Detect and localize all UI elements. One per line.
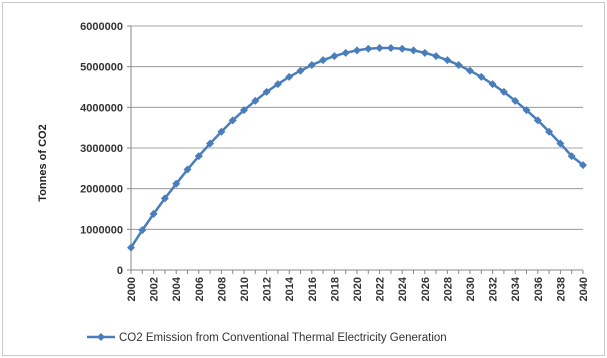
x-tick-label: 2034 xyxy=(510,276,522,301)
x-tick-label: 2028 xyxy=(442,277,454,301)
y-tick-label: 2000000 xyxy=(80,184,123,196)
data-point xyxy=(466,66,474,75)
grid-lines xyxy=(131,25,583,230)
data-point xyxy=(511,96,520,105)
y-tick-label: 4000000 xyxy=(80,102,123,114)
data-point xyxy=(386,43,395,52)
data-point xyxy=(251,96,260,105)
data-point xyxy=(432,52,441,61)
axes xyxy=(127,25,584,274)
data-point xyxy=(307,61,316,70)
y-tick-label: 0 xyxy=(117,265,123,277)
data-point xyxy=(533,116,542,125)
data-point xyxy=(522,106,531,115)
x-tick-label: 2024 xyxy=(397,276,409,301)
data-point xyxy=(443,56,452,65)
data-point xyxy=(138,226,147,235)
data-point xyxy=(341,48,350,57)
y-tick-labels: 0 1000000 2000000 3000000 4000000 5000000 6000… xyxy=(80,21,123,277)
legend-marker-swatch xyxy=(97,333,105,341)
x-tick-label: 2014 xyxy=(284,276,296,301)
x-tick-labels: 2000 2002 2004 2006 2008 2010 2012 2014 2016 2018… xyxy=(126,276,590,301)
x-tick-label: 2016 xyxy=(307,277,319,301)
series xyxy=(127,43,587,252)
data-point xyxy=(228,116,237,125)
x-tick-label: 2008 xyxy=(216,277,228,301)
x-tick-label: 2010 xyxy=(239,277,251,301)
data-point xyxy=(262,87,271,96)
data-point xyxy=(330,52,339,61)
data-point xyxy=(172,179,181,188)
data-point xyxy=(160,194,169,203)
data-point xyxy=(240,106,248,115)
data-point xyxy=(375,43,384,52)
data-point xyxy=(499,87,508,96)
data-point xyxy=(296,66,305,75)
data-point xyxy=(454,61,463,70)
data-point xyxy=(206,139,215,148)
x-tick-label: 2040 xyxy=(578,277,590,301)
data-point xyxy=(127,243,135,252)
line-chart: 0 1000000 2000000 3000000 4000000 5000000 6000… xyxy=(37,21,590,344)
legend: CO2 Emission from Conventional Thermal E… xyxy=(87,332,447,344)
legend-entry-label: CO2 Emission from Conventional Thermal E… xyxy=(119,332,447,344)
y-tick-label: 6000000 xyxy=(80,21,123,33)
data-point xyxy=(420,48,429,57)
x-tick-label: 2012 xyxy=(262,277,274,301)
data-point xyxy=(409,46,418,55)
data-point xyxy=(545,127,554,136)
y-tick-label: 1000000 xyxy=(80,224,123,236)
x-tick-label: 2036 xyxy=(533,277,545,301)
x-tick-label: 2004 xyxy=(171,276,183,301)
x-tick-label: 2000 xyxy=(126,277,138,301)
y-axis-label: Tonnes of CO2 xyxy=(37,124,49,201)
data-point xyxy=(353,46,361,55)
x-tick-label: 2018 xyxy=(329,277,341,301)
y-tick-label: 3000000 xyxy=(80,143,123,155)
data-point xyxy=(579,161,587,170)
x-tick-label: 2026 xyxy=(420,277,432,301)
x-tick-label: 2038 xyxy=(555,277,567,301)
data-point xyxy=(183,165,192,174)
data-point xyxy=(488,80,497,89)
data-point xyxy=(217,127,226,136)
data-point xyxy=(477,72,486,81)
data-point xyxy=(398,44,407,53)
x-tick-label: 2006 xyxy=(194,277,206,301)
x-tick-label: 2002 xyxy=(149,277,161,301)
data-point xyxy=(364,44,373,53)
data-point xyxy=(556,139,565,148)
data-point xyxy=(319,56,328,65)
y-tick-label: 5000000 xyxy=(80,62,123,74)
x-tick-label: 2022 xyxy=(375,277,387,301)
x-tick-label: 2020 xyxy=(352,277,364,301)
x-tick-label: 2032 xyxy=(488,277,500,301)
data-point xyxy=(194,152,203,161)
data-point xyxy=(149,209,158,218)
data-point xyxy=(273,80,282,89)
data-point xyxy=(285,72,294,81)
x-tick-label: 2030 xyxy=(465,277,477,301)
data-point xyxy=(567,152,576,161)
